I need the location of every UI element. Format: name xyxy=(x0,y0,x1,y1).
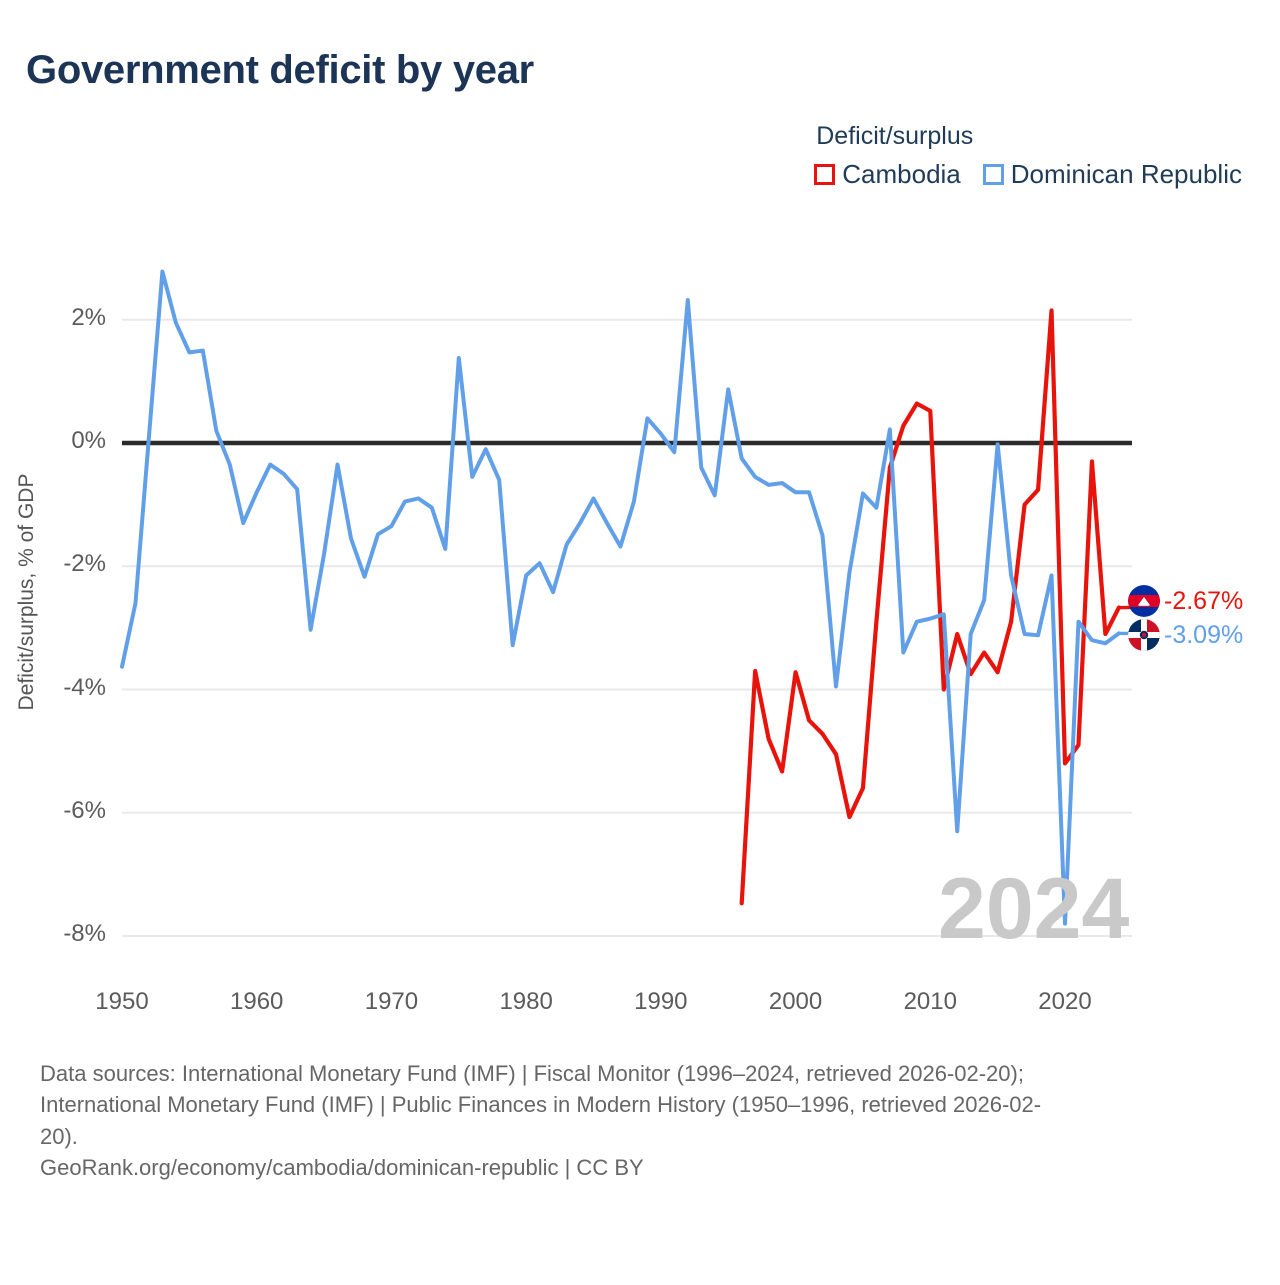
legend-item-cambodia[interactable]: Cambodia xyxy=(814,159,961,190)
legend: Deficit/surplus Cambodia Dominican Repub… xyxy=(814,122,1242,190)
series-line-dominican-republic xyxy=(120,269,1121,926)
y-axis-title: Deficit/surplus, % of GDP xyxy=(15,473,38,711)
footer-sources-line-2: International Monetary Fund (IMF) | Publ… xyxy=(40,1092,1042,1118)
y-tick-label: -6% xyxy=(63,796,106,824)
series-line-cambodia xyxy=(739,308,1121,906)
end-label-value-cambodia: -2.67% xyxy=(1164,586,1244,615)
end-label-value-dominican-republic: -3.09% xyxy=(1164,620,1244,649)
x-tick-label: 1970 xyxy=(364,988,419,1015)
x-tick-label: 1950 xyxy=(95,988,149,1015)
footer-sources-line-3: 20). xyxy=(40,1123,78,1149)
legend-swatch-dominican-republic xyxy=(982,164,1004,185)
year-watermark: 2024 xyxy=(938,861,1130,957)
legend-item-dominican-republic[interactable]: Dominican Republic xyxy=(982,159,1242,190)
y-tick-label: -2% xyxy=(63,550,106,578)
cambodia-flag-icon xyxy=(1128,585,1160,617)
footer-attribution[interactable]: GeoRank.org/economy/cambodia/dominican-r… xyxy=(40,1155,644,1181)
x-tick-label: 1980 xyxy=(499,988,553,1015)
footer-sources-line-1: Data sources: International Monetary Fun… xyxy=(40,1061,1024,1086)
end-label-cambodia: -2.67% xyxy=(1128,585,1243,617)
y-tick-label: -4% xyxy=(63,673,106,701)
x-tick-label: 1960 xyxy=(230,988,284,1015)
x-tick-label: 1990 xyxy=(634,988,688,1015)
dominican-republic-flag-icon xyxy=(1128,619,1160,651)
y-tick-label: 0% xyxy=(71,427,106,454)
page-title: Government deficit by year xyxy=(26,48,534,92)
end-label-dominican-republic: -3.09% xyxy=(1128,619,1243,651)
legend-label-cambodia: Cambodia xyxy=(842,159,961,189)
legend-label-dominican-republic: Dominican Republic xyxy=(1010,159,1242,189)
x-tick-label: 2000 xyxy=(768,988,823,1015)
x-tick-label: 2010 xyxy=(903,988,957,1015)
dominican-republic-flag-icon xyxy=(1128,619,1160,651)
cambodia-flag-icon xyxy=(1128,585,1160,617)
footer: Data sources: International Monetary Fun… xyxy=(40,1058,1240,1184)
legend-swatch-cambodia xyxy=(814,164,836,185)
y-tick-label: -8% xyxy=(63,920,106,947)
y-tick-label: 2% xyxy=(71,303,106,331)
legend-title: Deficit/surplus xyxy=(816,122,974,150)
x-tick-label: 2020 xyxy=(1038,988,1092,1015)
legend-items: Cambodia Dominican Republic xyxy=(814,159,1242,190)
